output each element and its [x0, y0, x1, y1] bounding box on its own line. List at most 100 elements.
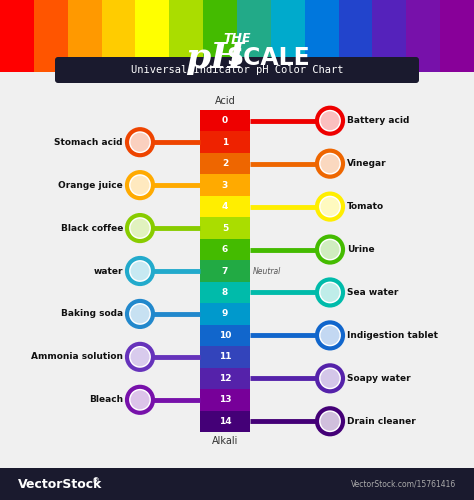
Text: THE: THE	[223, 32, 251, 44]
Bar	[200, 110, 250, 132]
FancyBboxPatch shape	[55, 57, 419, 83]
Bar	[440, 0, 474, 72]
Text: 1: 1	[222, 138, 228, 146]
Circle shape	[316, 150, 344, 178]
Text: Baking soda: Baking soda	[61, 310, 123, 318]
Text: Tomato: Tomato	[347, 202, 384, 211]
Text: 8: 8	[222, 288, 228, 297]
Circle shape	[127, 344, 153, 370]
Bar	[200, 324, 250, 346]
Text: Soapy water: Soapy water	[347, 374, 410, 383]
Circle shape	[316, 106, 344, 134]
Bar	[200, 196, 250, 218]
Bar	[200, 218, 250, 239]
Text: 2: 2	[222, 159, 228, 168]
Text: Acid: Acid	[215, 96, 236, 106]
Text: 11: 11	[219, 352, 231, 362]
Bar	[373, 0, 406, 72]
Text: 9: 9	[222, 310, 228, 318]
Bar	[34, 0, 68, 72]
Circle shape	[320, 111, 339, 130]
Circle shape	[320, 197, 339, 216]
Text: ®: ®	[92, 478, 100, 486]
Circle shape	[130, 132, 149, 152]
Bar	[136, 0, 169, 72]
Circle shape	[317, 108, 343, 134]
Text: Neutral: Neutral	[253, 266, 281, 276]
Bar	[271, 0, 305, 72]
Bar	[200, 132, 250, 153]
Bar	[200, 303, 250, 324]
Bar	[200, 260, 250, 281]
Circle shape	[316, 236, 344, 264]
Bar	[200, 410, 250, 432]
Circle shape	[126, 343, 154, 371]
Circle shape	[317, 408, 343, 434]
Text: 12: 12	[219, 374, 231, 383]
Circle shape	[126, 386, 154, 414]
Circle shape	[130, 390, 149, 409]
Text: water: water	[93, 266, 123, 276]
Bar	[203, 0, 237, 72]
Circle shape	[130, 304, 149, 324]
Text: 7: 7	[222, 266, 228, 276]
Circle shape	[126, 128, 154, 156]
Circle shape	[316, 322, 344, 349]
Circle shape	[127, 172, 153, 198]
Circle shape	[317, 236, 343, 262]
Circle shape	[317, 194, 343, 220]
Text: Urine: Urine	[347, 245, 374, 254]
Circle shape	[127, 129, 153, 155]
Bar	[406, 0, 440, 72]
Text: Stomach acid: Stomach acid	[55, 138, 123, 146]
Text: Ammonia solution: Ammonia solution	[31, 352, 123, 362]
Circle shape	[130, 262, 149, 280]
Text: 4: 4	[222, 202, 228, 211]
Circle shape	[126, 257, 154, 285]
Circle shape	[320, 369, 339, 388]
Text: VectorStock: VectorStock	[18, 478, 102, 490]
Circle shape	[320, 412, 339, 431]
Text: Bleach: Bleach	[89, 396, 123, 404]
Bar	[169, 0, 203, 72]
Circle shape	[126, 214, 154, 242]
Bar	[338, 0, 373, 72]
Text: 3: 3	[222, 180, 228, 190]
Circle shape	[320, 283, 339, 302]
Text: VectorStock.com/15761416: VectorStock.com/15761416	[351, 480, 456, 488]
Text: 6: 6	[222, 245, 228, 254]
Text: Universal Indicator pH Color Chart: Universal Indicator pH Color Chart	[131, 65, 343, 75]
Text: Drain cleaner: Drain cleaner	[347, 417, 416, 426]
Text: Black coffee: Black coffee	[61, 224, 123, 232]
Circle shape	[126, 171, 154, 199]
Bar	[200, 389, 250, 410]
Text: Vinegar: Vinegar	[347, 159, 387, 168]
Circle shape	[320, 240, 339, 259]
Text: Orange juice: Orange juice	[58, 180, 123, 190]
Bar	[200, 346, 250, 368]
Text: SCALE: SCALE	[226, 46, 310, 70]
Circle shape	[317, 322, 343, 348]
Circle shape	[316, 192, 344, 220]
Circle shape	[316, 408, 344, 436]
Circle shape	[316, 364, 344, 392]
Text: Alkali: Alkali	[212, 436, 238, 446]
Text: Sea water: Sea water	[347, 288, 398, 297]
Text: 13: 13	[219, 396, 231, 404]
Text: Indigestion tablet: Indigestion tablet	[347, 331, 438, 340]
Circle shape	[127, 301, 153, 327]
Text: 0: 0	[222, 116, 228, 125]
Text: 10: 10	[219, 331, 231, 340]
Circle shape	[130, 348, 149, 366]
Circle shape	[130, 218, 149, 238]
Bar	[101, 0, 136, 72]
Circle shape	[317, 150, 343, 176]
Circle shape	[126, 300, 154, 328]
Bar	[200, 153, 250, 174]
Circle shape	[130, 176, 149, 195]
Circle shape	[127, 215, 153, 241]
Bar	[305, 0, 338, 72]
Circle shape	[316, 278, 344, 306]
Bar	[200, 174, 250, 196]
Text: pH: pH	[185, 41, 245, 75]
